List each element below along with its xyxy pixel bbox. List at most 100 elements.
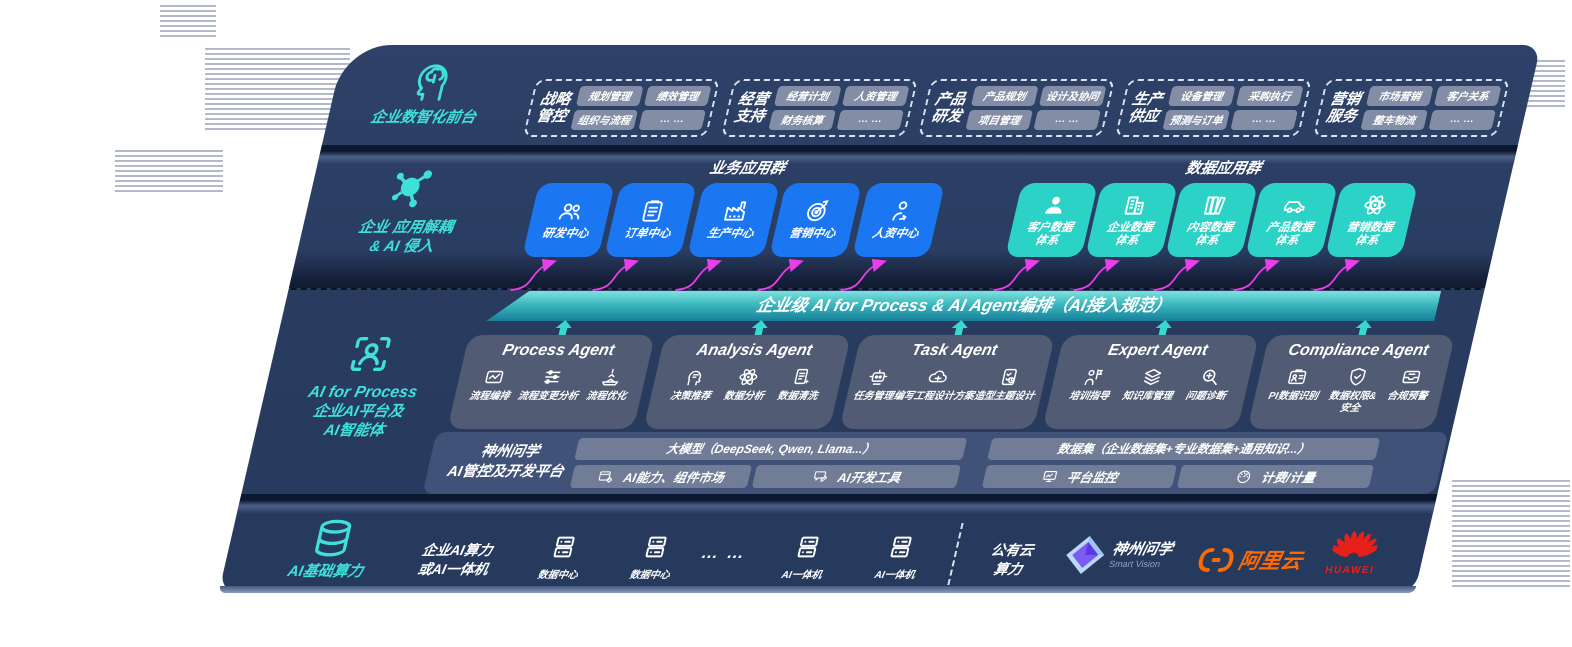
tool-ai-market: AI能力、组件市场 (569, 465, 753, 488)
agent-item-label: 数据权限&安全 (1327, 391, 1378, 414)
server-icon (645, 536, 667, 558)
aliyun-bracket-icon (1198, 548, 1234, 572)
aliyun-text: 阿里云 (1236, 550, 1305, 573)
agent-item-label: 合规预警 (1385, 391, 1429, 402)
car-icon (1283, 200, 1306, 213)
chip: … … (1033, 110, 1101, 130)
tool-label: 平台监控 (1065, 471, 1119, 485)
gauge-icon (1236, 470, 1252, 484)
data-app-content: 内容数据体系 (1165, 183, 1259, 257)
group-name: 营销服务 (1324, 90, 1363, 125)
chip: 经营计划 (773, 86, 842, 106)
flow-chart-icon (484, 370, 504, 384)
optimize-icon (600, 368, 621, 386)
smart-vision-sub: Smart Vision (1108, 558, 1162, 569)
agent-up-arrows (555, 320, 1372, 335)
id-card-icon (1288, 369, 1308, 385)
agent-item-label: 编写工程设计方案 (892, 391, 976, 402)
dataset-bar: 数据集（企业数据集+专业数据集+通用知识...） (987, 438, 1381, 460)
huawei-logo: HUAWEI (1318, 529, 1389, 576)
tool-monitoring: 平台监控 (981, 465, 1178, 488)
platform-name: 神州问学 AI管控及开发平台 (437, 442, 578, 483)
app-box-label: 生产中心 (705, 228, 755, 241)
agent-item-label: 决策推荐 (669, 391, 712, 402)
agent-title: Compliance Agent (1286, 342, 1431, 359)
deco-stripes-behind-panel (205, 48, 350, 132)
business-app-hr-center: 人资中心 (852, 183, 946, 257)
hr-person-icon (892, 201, 910, 222)
front-group-production: 生产供应 设备管理 采购执行 预测与订单 … … (1114, 79, 1313, 137)
chip: 人资管理 (841, 86, 910, 106)
agent-item-label: PI数据识别 (1267, 391, 1320, 402)
chip: … … (1230, 110, 1298, 130)
apps-zone-label-line2: & AI 侵入 (367, 237, 436, 255)
tool-label: 计费/计量 (1259, 471, 1317, 485)
cloud-gear-icon (928, 370, 949, 383)
platform-name-line1: 神州问学 (479, 444, 541, 460)
model-bar: 大模型（DeepSeek, Qwen, Llama...） (574, 438, 968, 460)
tool-label: AI能力、组件市场 (621, 471, 726, 485)
server-icon (797, 536, 819, 558)
group-name: 战略管控 (534, 90, 573, 125)
chip: 客户关系 (1433, 86, 1502, 106)
front-group-product: 产品研发 产品规划 设计及协同 项目管理 … … (917, 79, 1116, 137)
agent-title: Expert Agent (1106, 342, 1210, 359)
inbox-alert-icon (1402, 370, 1422, 384)
chip: … … (638, 110, 706, 130)
platform-strip: 神州问学 AI管控及开发平台 大模型（DeepSeek, Qwen, Llama… (422, 432, 1449, 494)
deco-stripes-left (115, 150, 223, 195)
smart-vision-logo-icon (1066, 536, 1105, 574)
data-apps-title: 数据应用群 (1184, 160, 1263, 177)
ai-orchestration-bar: 企业级 AI for Process & AI Agent编排（AI接入规范） (486, 291, 1441, 321)
main-panel: 企业数智化前台 战略管控 规划管理 绩效管理 组织与流程 … … 经营支持 经营… (218, 45, 1541, 593)
dev-tool-icon (812, 471, 829, 482)
node-label: 数据中心 (536, 570, 579, 581)
group-name: 经营支持 (732, 90, 771, 125)
huawei-text: HUAWEI (1323, 565, 1376, 576)
trainer-icon (1084, 369, 1104, 386)
brain-head-icon (413, 64, 451, 101)
smart-vision-name: 神州问学 (1110, 541, 1175, 558)
tool-dev-tools: AI开发工具 (751, 465, 962, 488)
huawei-flower-icon (1330, 531, 1381, 557)
business-apps-title: 业务应用群 (708, 160, 787, 177)
agent-title: Process Agent (500, 342, 617, 359)
app-box-label: 人资中心 (870, 228, 920, 241)
agent-card-compliance: Compliance Agent PI数据识别 数据权限&安全 合规预警 (1247, 335, 1456, 429)
server-icon (890, 536, 912, 558)
component-market-icon (598, 471, 615, 483)
business-app-marketing-center: 营销中心 (769, 183, 863, 257)
aliyun-logo: 阿里云 (1195, 545, 1306, 575)
tool-billing: 计费/计量 (1176, 465, 1375, 488)
chip: 采购执行 (1235, 86, 1304, 106)
app-box-label: 客户数据体系 (1025, 221, 1075, 247)
infra-compute-label: 企业AI算力 或AI一体机 (376, 541, 535, 579)
app-box-label: 营销中心 (787, 228, 837, 241)
chip: 项目管理 (965, 110, 1033, 130)
app-box-label: 企业数据体系 (1105, 221, 1155, 247)
clean-doc-icon (793, 368, 813, 385)
app-box-label: 订单中心 (622, 228, 672, 241)
public-cloud-line2: 算力 (992, 560, 1024, 577)
chip: 设备管理 (1167, 86, 1236, 106)
factory-icon (723, 201, 748, 222)
chip: 产品规划 (970, 86, 1039, 106)
front-group-marketing: 营销服务 市场营销 客户关系 整车物流 … … (1312, 79, 1511, 137)
building-icon (1124, 196, 1146, 215)
data-app-customer: 客户数据体系 (1005, 183, 1099, 257)
atom-icon (1362, 193, 1389, 217)
ellipsis: … … (699, 543, 749, 562)
team-icon (558, 203, 583, 220)
agent-card-process: Process Agent 流程编排 流程变更分析 流程优化 (447, 335, 656, 429)
chip: … … (836, 110, 904, 130)
app-box-label: 研发中心 (540, 228, 590, 241)
agent-title: Analysis Agent (695, 342, 814, 359)
front-group-operation: 经营支持 经营计划 人资管理 财务核算 … … (720, 79, 919, 137)
apps-zone-label-line1: 企业 应用解耦 (356, 219, 455, 236)
business-app-order-center: 订单中心 (604, 183, 698, 257)
agent-item-label: 数据分析 (722, 391, 766, 402)
agent-title: Task Agent (909, 342, 999, 359)
node-label: AI一体机 (780, 570, 823, 581)
deco-stripes-right-bottom (1452, 480, 1570, 590)
shield-icon (1348, 367, 1367, 386)
